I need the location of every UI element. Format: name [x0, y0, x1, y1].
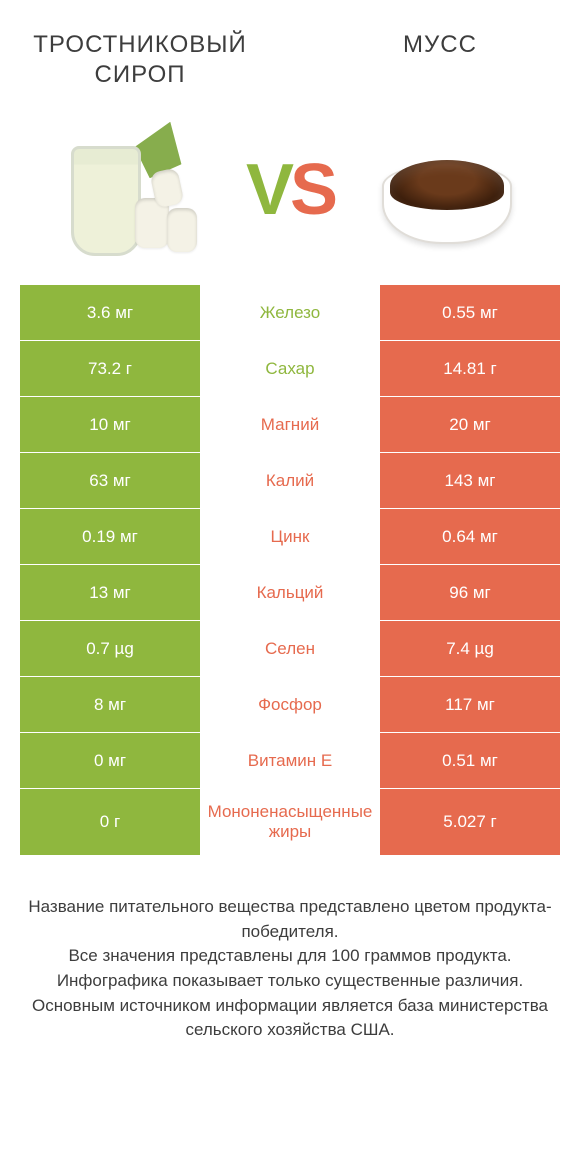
cane-syrup-icon — [63, 120, 203, 260]
table-row: 3.6 мгЖелезо0.55 мг — [20, 285, 560, 341]
value-left: 73.2 г — [20, 341, 200, 396]
value-left: 0.19 мг — [20, 509, 200, 564]
value-right: 0.55 мг — [380, 285, 560, 340]
nutrient-label: Цинк — [200, 509, 380, 564]
table-row: 10 мгМагний20 мг — [20, 397, 560, 453]
hero-row: VS — [0, 100, 580, 285]
value-right: 143 мг — [380, 453, 560, 508]
table-row: 8 мгФосфор117 мг — [20, 677, 560, 733]
product-left-image — [20, 120, 246, 260]
footer-line: Инфографика показывает только существенн… — [20, 969, 560, 994]
comparison-table: 3.6 мгЖелезо0.55 мг73.2 гСахар14.81 г10 … — [20, 285, 560, 855]
table-row: 73.2 гСахар14.81 г — [20, 341, 560, 397]
value-left: 3.6 мг — [20, 285, 200, 340]
value-right: 20 мг — [380, 397, 560, 452]
value-left: 8 мг — [20, 677, 200, 732]
product-right-image — [334, 130, 560, 250]
value-left: 0 г — [20, 789, 200, 855]
titles-row: ТРОСТНИКОВЫЙ СИРОП МУСС — [0, 0, 580, 100]
nutrient-label: Мононенасыщенные жиры — [200, 789, 380, 855]
footer-notes: Название питательного вещества представл… — [20, 895, 560, 1043]
nutrient-label: Железо — [200, 285, 380, 340]
title-left: ТРОСТНИКОВЫЙ СИРОП — [10, 30, 270, 90]
value-right: 7.4 µg — [380, 621, 560, 676]
table-row: 0.7 µgСелен7.4 µg — [20, 621, 560, 677]
title-right: МУСС — [310, 30, 570, 90]
vs-label: VS — [246, 149, 334, 231]
footer-line: Основным источником информации является … — [20, 994, 560, 1043]
value-left: 13 мг — [20, 565, 200, 620]
footer-line: Все значения представлены для 100 граммо… — [20, 944, 560, 969]
nutrient-label: Фосфор — [200, 677, 380, 732]
value-right: 117 мг — [380, 677, 560, 732]
nutrient-label: Магний — [200, 397, 380, 452]
mousse-icon — [372, 130, 522, 250]
footer-line: Название питательного вещества представл… — [20, 895, 560, 944]
table-row: 0 гМононенасыщенные жиры5.027 г — [20, 789, 560, 855]
value-right: 14.81 г — [380, 341, 560, 396]
value-left: 0.7 µg — [20, 621, 200, 676]
value-left: 10 мг — [20, 397, 200, 452]
value-right: 96 мг — [380, 565, 560, 620]
value-right: 0.51 мг — [380, 733, 560, 788]
value-left: 63 мг — [20, 453, 200, 508]
title-spacer — [270, 30, 310, 90]
table-row: 63 мгКалий143 мг — [20, 453, 560, 509]
value-right: 0.64 мг — [380, 509, 560, 564]
table-row: 13 мгКальций96 мг — [20, 565, 560, 621]
infographic-root: ТРОСТНИКОВЫЙ СИРОП МУСС VS 3.6 мгЖелезо0… — [0, 0, 580, 1043]
nutrient-label: Селен — [200, 621, 380, 676]
nutrient-label: Витамин E — [200, 733, 380, 788]
table-row: 0 мгВитамин E0.51 мг — [20, 733, 560, 789]
value-right: 5.027 г — [380, 789, 560, 855]
table-row: 0.19 мгЦинк0.64 мг — [20, 509, 560, 565]
value-left: 0 мг — [20, 733, 200, 788]
nutrient-label: Сахар — [200, 341, 380, 396]
nutrient-label: Кальций — [200, 565, 380, 620]
vs-v: V — [246, 149, 290, 231]
vs-s: S — [290, 149, 334, 231]
nutrient-label: Калий — [200, 453, 380, 508]
